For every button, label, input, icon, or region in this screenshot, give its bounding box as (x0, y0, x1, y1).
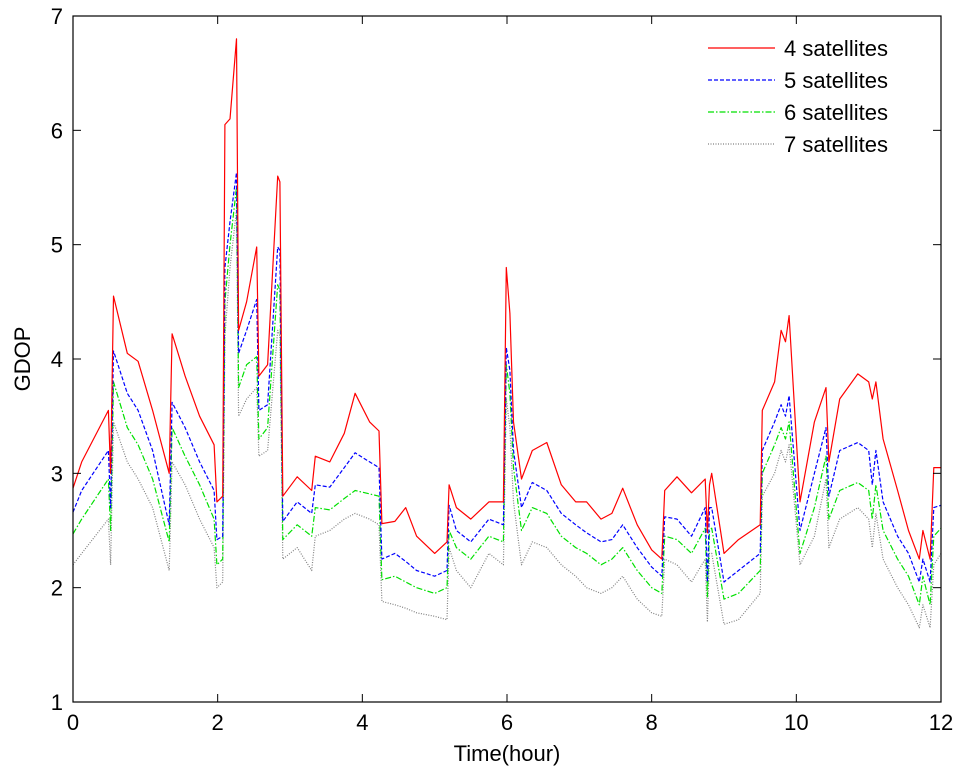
y-tick-label: 3 (51, 461, 63, 486)
x-tick-label: 6 (501, 710, 513, 735)
legend-label-6-satellites: 6 satellites (784, 100, 888, 125)
x-axis-label: Time(hour) (454, 741, 561, 766)
chart-legend: 4 satellites 5 satellites 6 satellites 7 sa… (708, 36, 888, 157)
series-layer (72, 38, 942, 629)
y-tick-label: 5 (51, 233, 63, 258)
y-tick-label: 4 (51, 347, 63, 372)
y-tick-label: 2 (51, 576, 63, 601)
legend-label-7-satellites: 7 satellites (784, 132, 888, 157)
x-tick-label: 2 (212, 710, 224, 735)
x-tick-label: 0 (67, 710, 79, 735)
x-tick-label: 8 (646, 710, 658, 735)
y-tick-label: 6 (51, 118, 63, 143)
x-tick-label: 12 (929, 710, 953, 735)
legend-label-5-satellites: 5 satellites (784, 68, 888, 93)
series-line-4-satellites (72, 38, 941, 560)
y-tick-label: 1 (51, 690, 63, 715)
series-line-5-satellites (72, 172, 942, 583)
legend-label-4-satellites: 4 satellites (784, 36, 888, 61)
x-tick-label: 10 (784, 710, 808, 735)
y-tick-label: 7 (51, 4, 63, 29)
y-axis-label: GDOP (10, 327, 35, 392)
x-tick-label: 4 (356, 710, 368, 735)
